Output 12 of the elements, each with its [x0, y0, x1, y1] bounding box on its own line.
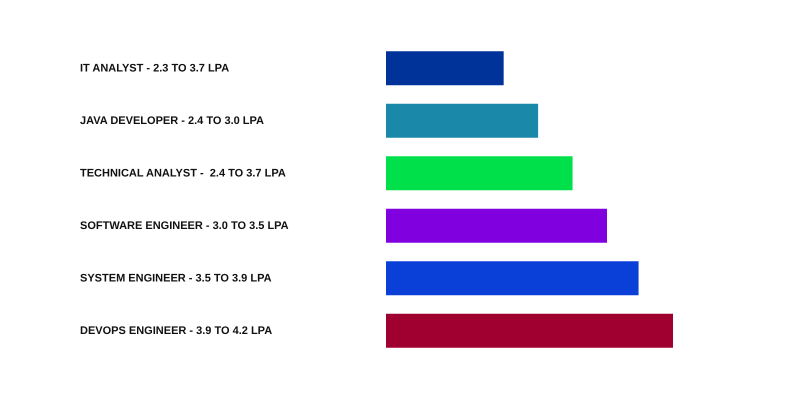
bar [386, 314, 673, 348]
bar [386, 51, 504, 86]
bar [386, 261, 639, 296]
bar [386, 104, 538, 138]
y-tick-label: JAVA DEVELOPER - 2.4 TO 3.0 LPA [80, 114, 264, 127]
bar [386, 156, 573, 190]
y-tick-label: SOFTWARE ENGINEER - 3.0 TO 3.5 LPA [80, 220, 289, 232]
y-tick-label: TECHNICAL ANALYST - 2.4 TO 3.7 LPA [80, 167, 286, 180]
y-tick-label: IT ANALYST - 2.3 TO 3.7 LPA [80, 62, 230, 74]
y-tick-label: DEVOPS ENGINEER - 3.9 TO 4.2 LPA [80, 324, 272, 337]
bar [386, 208, 607, 243]
y-tick-label: SYSTEM ENGINEER - 3.5 TO 3.9 LPA [80, 272, 272, 284]
